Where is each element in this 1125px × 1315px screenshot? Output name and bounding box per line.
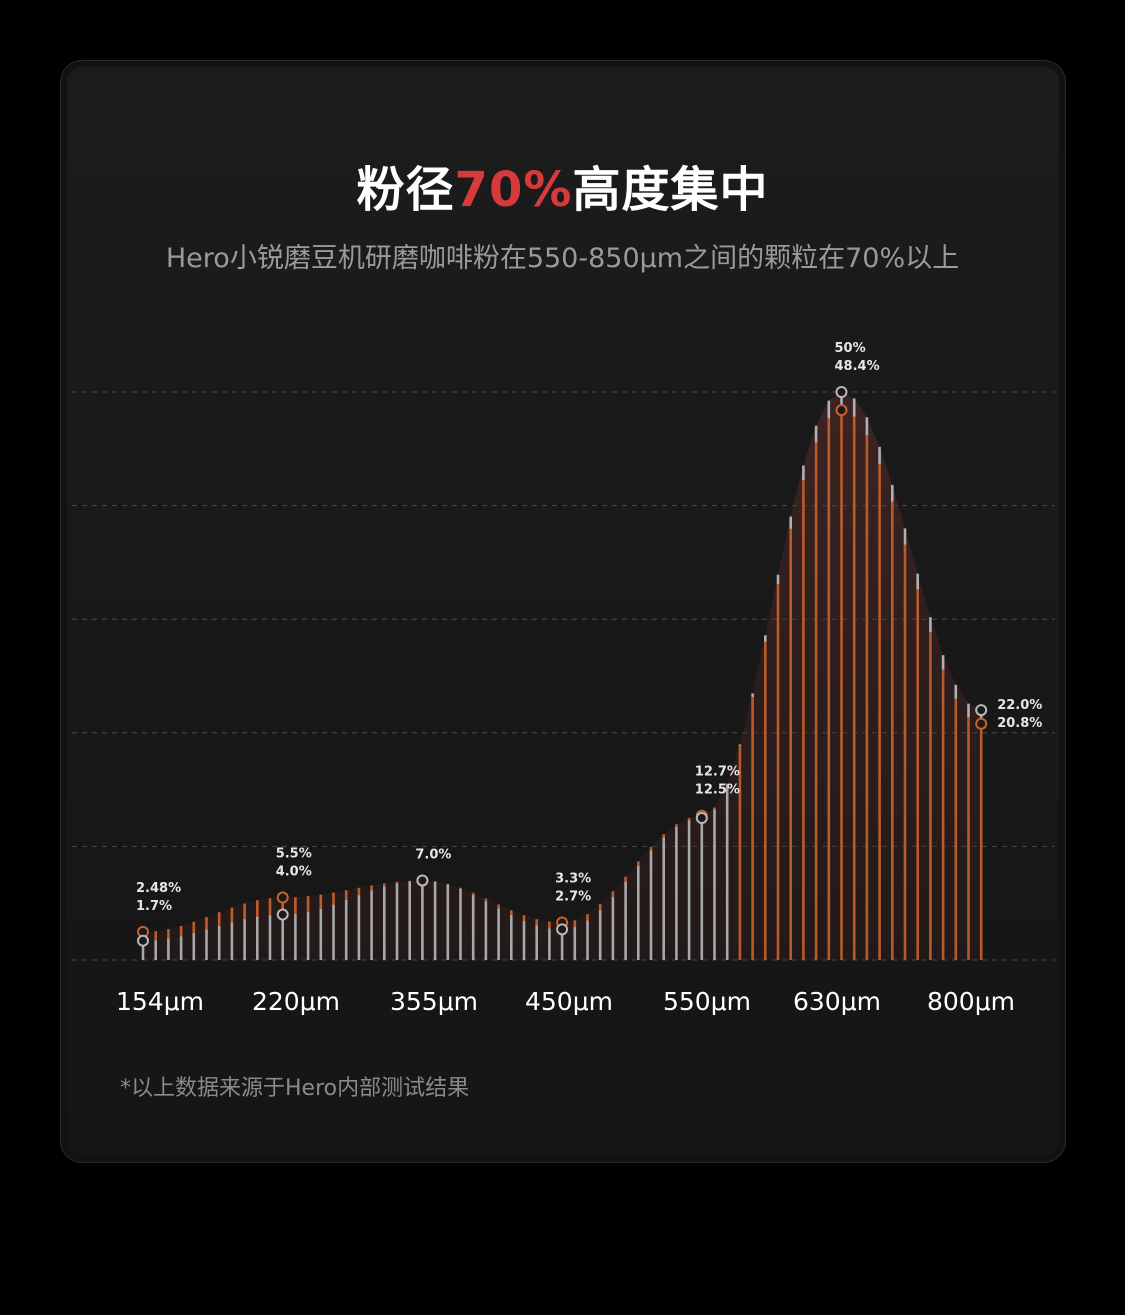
data-label-5-1: 48.4% (835, 359, 880, 374)
data-label-0-0: 2.48% (136, 881, 181, 896)
x-tick-label-5: 630μm (793, 987, 881, 1016)
data-label-2-0: 7.0% (415, 847, 451, 862)
x-tick-label-2: 355μm (390, 987, 478, 1016)
data-label-0-1: 1.7% (136, 899, 172, 914)
data-label-3-0: 3.3% (555, 872, 591, 887)
x-axis-ticks: 154μm 220μm 355μm 450μm 550μm 630μm 800μm (116, 987, 1015, 1016)
marker-series1-point-3 (556, 923, 569, 936)
title-prefix: 粉径 (356, 162, 455, 218)
marker-series1-point-6 (975, 704, 988, 717)
page-title: 粉径70%高度集中 (0, 150, 1125, 220)
markers (137, 386, 988, 947)
marker-series0-point-1 (276, 891, 289, 904)
data-label-3-1: 2.7% (555, 890, 591, 905)
marker-series1-point-2 (416, 874, 429, 887)
footnote: *以上数据来源于Hero内部测试结果 (120, 1076, 470, 1101)
data-label-5-0: 50% (835, 341, 866, 356)
data-label-6-1: 20.8% (997, 716, 1042, 731)
x-tick-label-0: 154μm (116, 987, 204, 1016)
marker-series0-point-6 (975, 717, 988, 730)
data-label-1-1: 4.0% (276, 865, 312, 880)
marker-series1-point-5 (835, 386, 848, 398)
data-labels: 2.48% 1.7% 5.5% 4.0% 7.0% 3.3% 2.7% 12.7% 12.5% 5… (136, 341, 1042, 914)
area-fill (143, 392, 982, 960)
data-label-4-1: 12.5% (695, 783, 740, 798)
marker-series1-point-4 (695, 812, 708, 824)
page-subtitle: Hero小锐磨豆机研磨咖啡粉在550-850μm之间的颗粒在70%以上 (165, 243, 960, 274)
title-suffix: 高度集中 (572, 162, 769, 218)
data-label-6-0: 22.0% (997, 698, 1042, 713)
distribution-area (143, 392, 982, 960)
marker-series0-point-5 (835, 404, 848, 417)
marker-series1-point-1 (276, 908, 289, 921)
data-label-1-0: 5.5% (276, 847, 312, 862)
bars (141, 392, 983, 960)
x-tick-label-4: 550μm (663, 987, 751, 1016)
title-highlight: 70% (454, 162, 573, 218)
x-tick-label-1: 220μm (252, 987, 340, 1016)
x-tick-label-3: 450μm (525, 987, 613, 1016)
x-tick-label-6: 800μm (927, 987, 1015, 1016)
marker-series1-point-0 (137, 934, 149, 947)
data-label-4-0: 12.7% (695, 765, 740, 780)
